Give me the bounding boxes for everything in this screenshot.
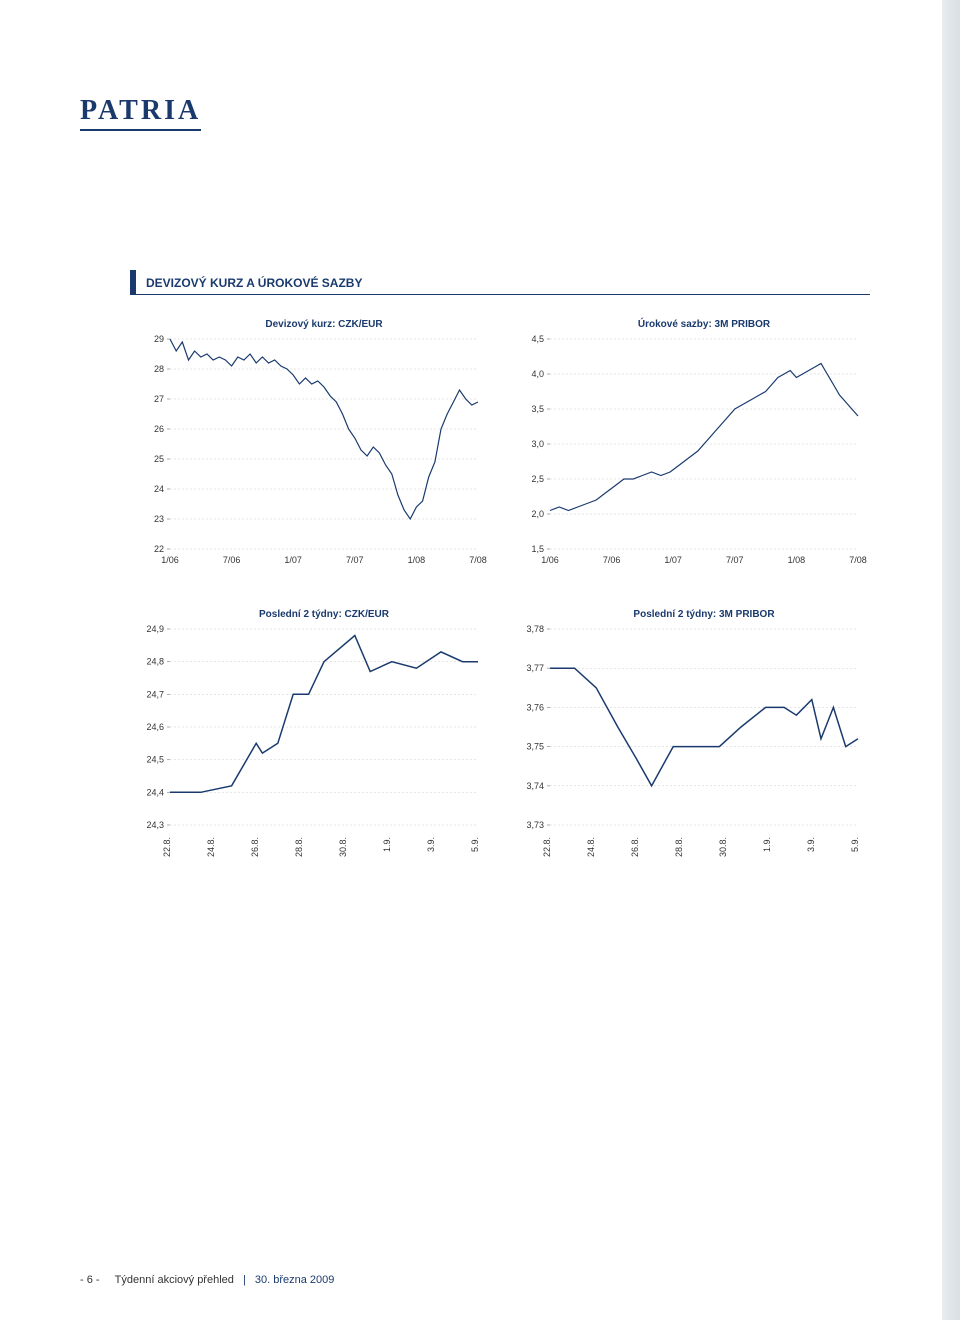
svg-text:27: 27 [154, 394, 164, 404]
svg-text:3,75: 3,75 [526, 742, 544, 752]
svg-text:24,7: 24,7 [146, 689, 164, 699]
svg-text:5.9.: 5.9. [850, 837, 860, 852]
svg-text:Devizový kurz: CZK/EUR: Devizový kurz: CZK/EUR [265, 319, 383, 330]
svg-text:24.8.: 24.8. [586, 837, 596, 857]
svg-text:1.9.: 1.9. [382, 837, 392, 852]
svg-text:30.8.: 30.8. [718, 837, 728, 857]
svg-text:3.9.: 3.9. [426, 837, 436, 852]
svg-text:1/08: 1/08 [788, 555, 806, 565]
svg-text:22.8.: 22.8. [162, 837, 172, 857]
svg-text:1/08: 1/08 [408, 555, 426, 565]
svg-text:Úrokové sazby: 3M PRIBOR: Úrokové sazby: 3M PRIBOR [638, 317, 771, 330]
svg-text:7/08: 7/08 [849, 555, 867, 565]
svg-text:3,78: 3,78 [526, 624, 544, 634]
footer-page-number: - 6 - [80, 1274, 100, 1286]
svg-text:1/06: 1/06 [161, 555, 179, 565]
svg-text:24: 24 [154, 484, 164, 494]
page-right-stripe [942, 0, 960, 1320]
svg-text:24,8: 24,8 [146, 657, 164, 667]
svg-text:3,5: 3,5 [531, 404, 544, 414]
svg-text:4,5: 4,5 [531, 334, 544, 344]
svg-text:1.9.: 1.9. [762, 837, 772, 852]
svg-text:1,5: 1,5 [531, 544, 544, 554]
svg-text:24,3: 24,3 [146, 820, 164, 830]
svg-text:2,5: 2,5 [531, 474, 544, 484]
charts-row-top: Devizový kurz: CZK/EUR 22 23 24 25 26 27 28 29 1/… [130, 313, 870, 573]
chart-pribor-long-svg: Úrokové sazby: 3M PRIBOR 1,5 2,0 2,5 3,0 3,5 4… [510, 313, 870, 573]
footer-report-title: Týdenní akciový přehled [115, 1274, 234, 1286]
svg-text:26.8.: 26.8. [630, 837, 640, 857]
svg-text:3.9.: 3.9. [806, 837, 816, 852]
svg-text:7/07: 7/07 [726, 555, 744, 565]
svg-text:22: 22 [154, 544, 164, 554]
svg-text:1/07: 1/07 [284, 555, 302, 565]
svg-text:3,0: 3,0 [531, 439, 544, 449]
svg-text:23: 23 [154, 514, 164, 524]
charts-row-bottom: Poslední 2 týdny: CZK/EUR 24,3 24,4 24,5 24,… [130, 603, 870, 873]
chart-pribor-long: Úrokové sazby: 3M PRIBOR 1,5 2,0 2,5 3,0 3,5 4… [510, 313, 870, 573]
svg-text:3,76: 3,76 [526, 702, 544, 712]
content-area: DEVIZOVÝ KURZ A ÚROKOVÉ SAZBY Devizový k… [130, 270, 870, 903]
chart-pribor-2w-svg: Poslední 2 týdny: 3M PRIBOR 3,73 3,74 3,75 3… [510, 603, 870, 873]
section-accent-bar [130, 270, 136, 294]
svg-text:Poslední 2 týdny: 3M PRIBOR: Poslední 2 týdny: 3M PRIBOR [633, 609, 775, 620]
svg-text:7/07: 7/07 [346, 555, 364, 565]
svg-text:29: 29 [154, 334, 164, 344]
svg-text:24,6: 24,6 [146, 722, 164, 732]
svg-text:2,0: 2,0 [531, 509, 544, 519]
svg-text:24,4: 24,4 [146, 787, 164, 797]
svg-text:30.8.: 30.8. [338, 837, 348, 857]
svg-text:28.8.: 28.8. [674, 837, 684, 857]
svg-text:4,0: 4,0 [531, 369, 544, 379]
footer-date: 30. března 2009 [255, 1274, 335, 1286]
svg-text:1/06: 1/06 [541, 555, 559, 565]
svg-text:26.8.: 26.8. [250, 837, 260, 857]
svg-text:3,73: 3,73 [526, 820, 544, 830]
svg-text:24,9: 24,9 [146, 624, 164, 634]
svg-text:26: 26 [154, 424, 164, 434]
chart-czk-eur-2w-svg: Poslední 2 týdny: CZK/EUR 24,3 24,4 24,5 24,… [130, 603, 490, 873]
svg-text:28: 28 [154, 364, 164, 374]
svg-text:3,74: 3,74 [526, 781, 544, 791]
svg-text:3,77: 3,77 [526, 663, 544, 673]
svg-text:7/08: 7/08 [469, 555, 487, 565]
section-header: DEVIZOVÝ KURZ A ÚROKOVÉ SAZBY [130, 270, 870, 295]
chart-czk-eur-2w: Poslední 2 týdny: CZK/EUR 24,3 24,4 24,5 24,… [130, 603, 490, 873]
chart-czk-eur-long-svg: Devizový kurz: CZK/EUR 22 23 24 25 26 27 28 29 1/… [130, 313, 490, 573]
footer-separator: | [243, 1274, 246, 1286]
svg-text:5.9.: 5.9. [470, 837, 480, 852]
page-footer: - 6 - Týdenní akciový přehled | 30. břez… [80, 1274, 334, 1286]
chart-czk-eur-long: Devizový kurz: CZK/EUR 22 23 24 25 26 27 28 29 1/… [130, 313, 490, 573]
svg-text:24.8.: 24.8. [206, 837, 216, 857]
brand-logo: PATRIA [80, 95, 201, 131]
svg-text:7/06: 7/06 [603, 555, 621, 565]
svg-text:28.8.: 28.8. [294, 837, 304, 857]
svg-text:24,5: 24,5 [146, 755, 164, 765]
svg-text:25: 25 [154, 454, 164, 464]
svg-text:Poslední 2 týdny: CZK/EUR: Poslední 2 týdny: CZK/EUR [259, 609, 390, 620]
svg-text:1/07: 1/07 [664, 555, 682, 565]
svg-text:7/06: 7/06 [223, 555, 241, 565]
chart-pribor-2w: Poslední 2 týdny: 3M PRIBOR 3,73 3,74 3,75 3… [510, 603, 870, 873]
svg-text:22.8.: 22.8. [542, 837, 552, 857]
section-title: DEVIZOVÝ KURZ A ÚROKOVÉ SAZBY [146, 270, 362, 294]
